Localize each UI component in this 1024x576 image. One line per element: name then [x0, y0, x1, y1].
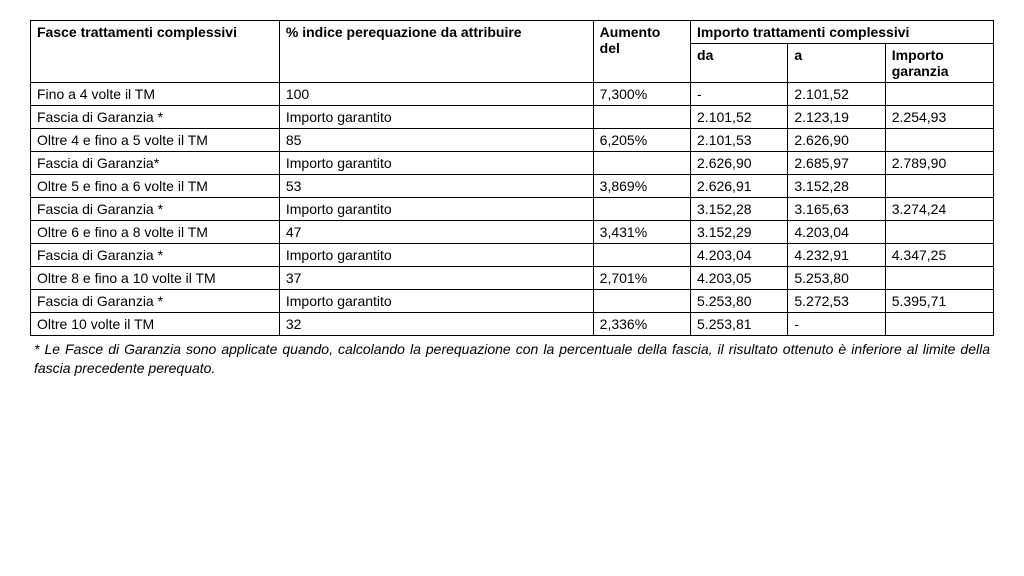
- col-header-aumento: Aumento del: [593, 21, 690, 83]
- table-row: Oltre 4 e fino a 5 volte il TM856,205%2.…: [31, 129, 994, 152]
- col-header-importo-group: Importo trattamenti complessivi: [691, 21, 994, 44]
- cell-da: 4.203,05: [691, 267, 788, 290]
- table-row: Oltre 6 e fino a 8 volte il TM473,431%3.…: [31, 221, 994, 244]
- cell-aumento: 2,701%: [593, 267, 690, 290]
- cell-a: 5.272,53: [788, 290, 885, 313]
- col-header-garanzia: Importo garanzia: [885, 44, 993, 83]
- cell-fasce: Fascia di Garanzia *: [31, 290, 280, 313]
- cell-a: 2.101,52: [788, 83, 885, 106]
- table-row: Fascia di Garanzia*Importo garantito 2.62…: [31, 152, 994, 175]
- table-row: Fascia di Garanzia *Importo garantito 4.2…: [31, 244, 994, 267]
- cell-fasce: Fascia di Garanzia *: [31, 198, 280, 221]
- cell-garanzia: 5.395,71: [885, 290, 993, 313]
- cell-aumento: 2,336%: [593, 313, 690, 336]
- cell-aumento: [593, 290, 690, 313]
- cell-aumento: [593, 106, 690, 129]
- col-header-a: a: [788, 44, 885, 83]
- cell-fasce: Oltre 10 volte il TM: [31, 313, 280, 336]
- cell-indice: 37: [279, 267, 593, 290]
- cell-aumento: [593, 198, 690, 221]
- cell-a: 4.203,04: [788, 221, 885, 244]
- cell-aumento: 3,431%: [593, 221, 690, 244]
- cell-a: -: [788, 313, 885, 336]
- cell-a: 2.626,90: [788, 129, 885, 152]
- cell-indice: Importo garantito: [279, 198, 593, 221]
- perequazione-table: Fasce trattamenti complessivi % indice p…: [30, 20, 994, 336]
- table-row: Fino a 4 volte il TM1007,300%-2.101,52: [31, 83, 994, 106]
- cell-fasce: Oltre 5 e fino a 6 volte il TM: [31, 175, 280, 198]
- cell-garanzia: [885, 221, 993, 244]
- cell-garanzia: [885, 175, 993, 198]
- cell-fasce: Fascia di Garanzia *: [31, 106, 280, 129]
- footnote-text: * Le Fasce di Garanzia sono applicate qu…: [30, 340, 994, 378]
- cell-aumento: [593, 244, 690, 267]
- cell-a: 5.253,80: [788, 267, 885, 290]
- cell-da: 3.152,28: [691, 198, 788, 221]
- cell-indice: Importo garantito: [279, 290, 593, 313]
- cell-garanzia: 4.347,25: [885, 244, 993, 267]
- cell-da: 5.253,80: [691, 290, 788, 313]
- cell-indice: Importo garantito: [279, 106, 593, 129]
- cell-garanzia: 2.789,90: [885, 152, 993, 175]
- cell-da: -: [691, 83, 788, 106]
- cell-garanzia: [885, 313, 993, 336]
- cell-da: 2.101,52: [691, 106, 788, 129]
- cell-fasce: Fino a 4 volte il TM: [31, 83, 280, 106]
- col-header-indice: % indice perequazione da attribuire: [279, 21, 593, 83]
- cell-garanzia: 3.274,24: [885, 198, 993, 221]
- cell-aumento: 6,205%: [593, 129, 690, 152]
- cell-a: 2.123,19: [788, 106, 885, 129]
- cell-fasce: Oltre 8 e fino a 10 volte il TM: [31, 267, 280, 290]
- cell-garanzia: [885, 267, 993, 290]
- cell-aumento: 3,869%: [593, 175, 690, 198]
- cell-da: 4.203,04: [691, 244, 788, 267]
- cell-indice: 32: [279, 313, 593, 336]
- col-header-fasce: Fasce trattamenti complessivi: [31, 21, 280, 83]
- table-row: Oltre 8 e fino a 10 volte il TM372,701%4…: [31, 267, 994, 290]
- cell-a: 3.165,63: [788, 198, 885, 221]
- cell-da: 3.152,29: [691, 221, 788, 244]
- table-row: Fascia di Garanzia *Importo garantito 2.1…: [31, 106, 994, 129]
- table-body: Fino a 4 volte il TM1007,300%-2.101,52Fa…: [31, 83, 994, 336]
- cell-indice: 100: [279, 83, 593, 106]
- cell-garanzia: [885, 129, 993, 152]
- cell-fasce: Oltre 6 e fino a 8 volte il TM: [31, 221, 280, 244]
- cell-garanzia: [885, 83, 993, 106]
- cell-aumento: [593, 152, 690, 175]
- cell-indice: 85: [279, 129, 593, 152]
- cell-indice: Importo garantito: [279, 152, 593, 175]
- cell-da: 5.253,81: [691, 313, 788, 336]
- cell-a: 2.685,97: [788, 152, 885, 175]
- cell-indice: Importo garantito: [279, 244, 593, 267]
- cell-a: 3.152,28: [788, 175, 885, 198]
- cell-da: 2.626,91: [691, 175, 788, 198]
- table-row: Oltre 10 volte il TM322,336%5.253,81-: [31, 313, 994, 336]
- cell-da: 2.626,90: [691, 152, 788, 175]
- cell-indice: 47: [279, 221, 593, 244]
- table-row: Fascia di Garanzia *Importo garantito 3.1…: [31, 198, 994, 221]
- cell-garanzia: 2.254,93: [885, 106, 993, 129]
- cell-fasce: Oltre 4 e fino a 5 volte il TM: [31, 129, 280, 152]
- cell-a: 4.232,91: [788, 244, 885, 267]
- table-row: Fascia di Garanzia *Importo garantito 5.2…: [31, 290, 994, 313]
- col-header-da: da: [691, 44, 788, 83]
- table-row: Oltre 5 e fino a 6 volte il TM533,869%2.…: [31, 175, 994, 198]
- cell-indice: 53: [279, 175, 593, 198]
- cell-da: 2.101,53: [691, 129, 788, 152]
- cell-aumento: 7,300%: [593, 83, 690, 106]
- cell-fasce: Fascia di Garanzia *: [31, 244, 280, 267]
- cell-fasce: Fascia di Garanzia*: [31, 152, 280, 175]
